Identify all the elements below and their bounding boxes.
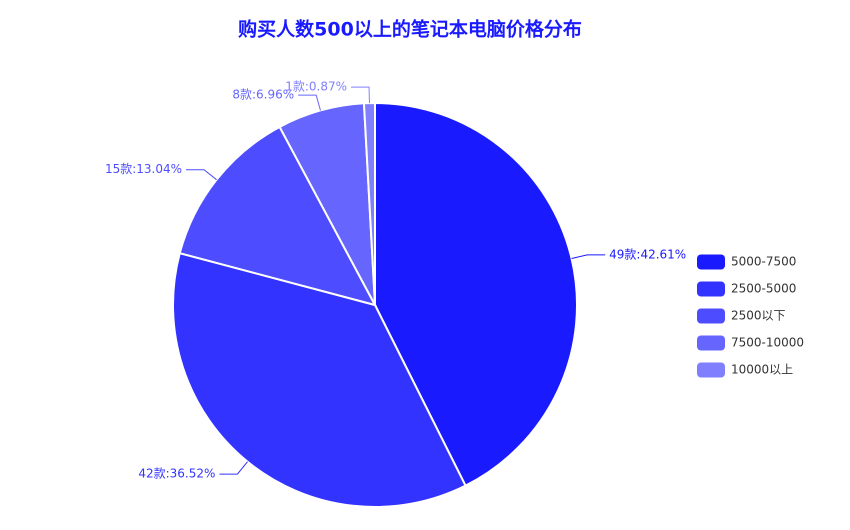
legend-swatch[interactable]: [697, 335, 725, 351]
pie-slice: [374, 101, 578, 487]
label-line: [186, 169, 217, 181]
legend-label[interactable]: 10000以上: [731, 363, 793, 377]
label-line: [219, 461, 248, 475]
data-label: 1款:0.87%: [285, 80, 347, 94]
legend-swatch[interactable]: [697, 254, 725, 270]
legend-swatch[interactable]: [697, 281, 725, 297]
legend-label[interactable]: 2500-5000: [731, 282, 796, 296]
legend-label[interactable]: 2500以下: [731, 309, 786, 323]
data-label: 42款:36.52%: [138, 467, 215, 481]
data-label: 15款:13.04%: [105, 162, 182, 176]
legend-label[interactable]: 5000-7500: [731, 255, 796, 269]
label-line: [351, 86, 370, 104]
legend-swatch[interactable]: [697, 308, 725, 324]
label-line: [571, 254, 606, 260]
label-line: [298, 94, 321, 111]
chart-title: 购买人数500以上的笔记本电脑价格分布: [238, 18, 582, 41]
legend-label[interactable]: 7500-10000: [731, 336, 804, 350]
data-label: 49款:42.61%: [609, 247, 686, 261]
legend-swatch[interactable]: [697, 362, 725, 378]
data-label: 8款:6.96%: [232, 88, 294, 102]
